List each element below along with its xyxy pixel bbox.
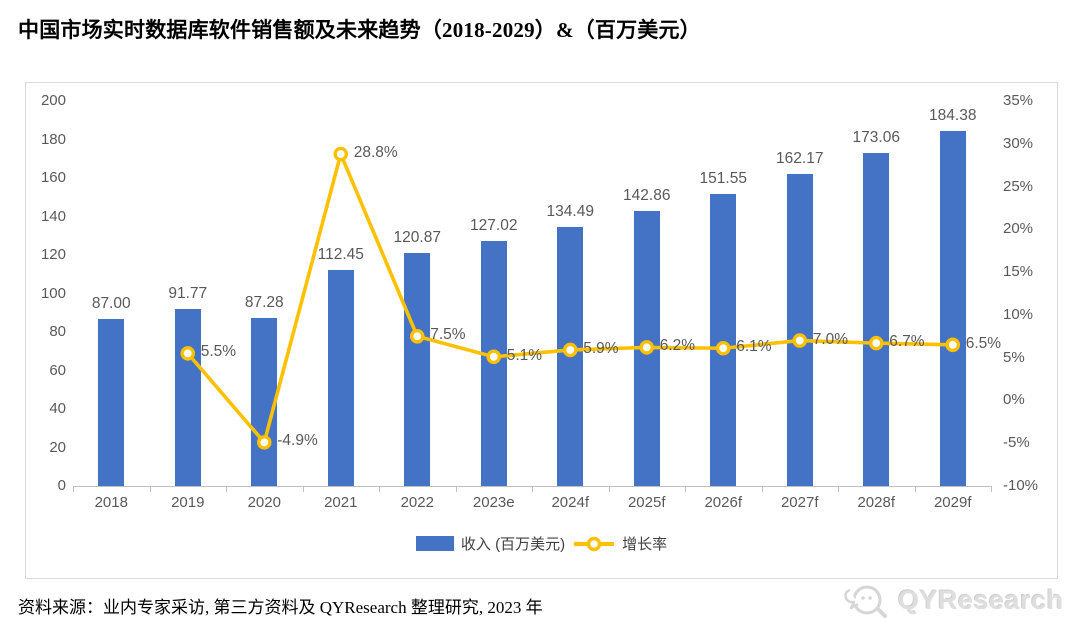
left-axis-tick-label: 200	[40, 92, 66, 109]
bar-value-label: 151.55	[699, 170, 747, 188]
growth-marker	[333, 146, 349, 162]
bar	[557, 227, 584, 486]
x-axis-tickmark	[302, 486, 304, 492]
bar-value-label: 184.38	[929, 107, 977, 125]
bar-value-label: 112.45	[317, 245, 364, 263]
bar-value-label: 87.28	[244, 293, 284, 311]
x-axis-tickmark	[608, 486, 610, 492]
legend-revenue-label: 收入 (百万美元)	[460, 536, 566, 553]
growth-value-label: 6.5%	[965, 334, 1002, 352]
x-axis-tickmark	[455, 486, 457, 492]
bar-value-label: 173.06	[852, 128, 900, 146]
x-axis-tickmark	[379, 486, 380, 492]
x-axis-label: 2027f	[780, 494, 819, 511]
growth-line-swatch-icon	[574, 536, 615, 551]
bar-value-label: 127.02	[470, 217, 518, 235]
bar-value-label: 162.17	[776, 149, 824, 167]
chart-title: 中国市场实时数据库软件销售额及未来趋势（2018-2029）&（百万美元）	[18, 18, 701, 42]
source-note: 资料来源：业内专家采访, 第三方资料及 QYResearch 整理研究, 202…	[18, 598, 543, 617]
bar-value-label: 134.49	[546, 203, 594, 221]
growth-value-label: 28.8%	[353, 144, 398, 162]
x-axis-tickmark	[226, 486, 227, 492]
growth-value-label: 6.2%	[659, 337, 696, 355]
revenue-bar-swatch-icon	[415, 536, 454, 551]
bar	[633, 210, 660, 486]
x-axis-label: 2024f	[551, 494, 590, 511]
x-axis-tickmark	[761, 486, 763, 492]
x-axis-label: 2018	[94, 494, 128, 511]
growth-value-label: 5.9%	[583, 339, 619, 357]
x-axis-tickmark	[914, 486, 916, 492]
bar-value-label: 91.77	[168, 285, 208, 303]
left-axis-tick-label: 20	[49, 438, 66, 456]
left-axis-tick-label: 120	[40, 246, 66, 263]
left-axis-tick-label: 80	[49, 323, 66, 340]
chart-area: 0 20 40 60 80 100 120 140 160 180 200 -10% -5% 0% 5% 10…	[25, 82, 1058, 579]
chart-legend: 收入 (百万美元) 增长率	[26, 533, 1057, 554]
bar	[251, 317, 278, 486]
x-axis-label: 2022	[400, 494, 434, 511]
left-axis-tick-label: 180	[40, 130, 66, 148]
bar-value-label: 120.87	[393, 229, 441, 247]
x-axis-label: 2019	[171, 494, 205, 511]
x-axis-tickmark	[73, 486, 74, 492]
growth-value-label: 7.0%	[812, 330, 849, 348]
bar	[174, 309, 201, 486]
left-axis-tick-label: 60	[49, 361, 66, 379]
left-axis-tick-label: 40	[49, 400, 66, 417]
growth-value-label: 6.7%	[889, 333, 925, 351]
watermark-text: QYResearch	[898, 584, 1064, 615]
bar	[863, 152, 890, 486]
left-axis-tick-label: 160	[40, 169, 66, 186]
x-axis-label: 2029f	[933, 494, 972, 511]
right-axis-tick-label: 20%	[1003, 220, 1034, 238]
left-axis-tick-label: 0	[57, 477, 66, 494]
right-axis-tick-label: -5%	[1003, 434, 1030, 452]
legend-growth-label: 增长率	[622, 536, 668, 553]
growth-value-label: 5.1%	[506, 346, 543, 364]
x-axis-label: 2023e	[472, 494, 515, 511]
left-axis-tick-label: 100	[40, 284, 66, 302]
x-axis-label: 2026f	[704, 494, 743, 511]
qyresearch-logo-icon	[844, 585, 887, 618]
bar	[480, 241, 507, 486]
growth-value-label: 7.5%	[430, 326, 466, 344]
right-axis-tick-label: 15%	[1003, 263, 1034, 281]
qyresearch-watermark: QYResearch	[840, 578, 1070, 622]
growth-value-label: 5.5%	[200, 343, 237, 361]
bar	[710, 194, 737, 486]
x-axis-label: 2021	[324, 494, 358, 511]
right-axis-tick-label: -10%	[1003, 477, 1039, 494]
x-axis-label: 2020	[247, 494, 281, 511]
x-axis-tickmark	[532, 486, 533, 492]
x-axis-tickmark	[149, 486, 151, 492]
bar	[939, 131, 966, 486]
right-axis-tick-label: 30%	[1003, 134, 1034, 152]
x-axis-tickmark	[838, 486, 839, 492]
growth-value-label: -4.9%	[277, 432, 318, 450]
left-axis-tick-label: 140	[40, 207, 66, 225]
right-axis-tick-label: 5%	[1003, 348, 1025, 366]
x-axis-tickmark	[685, 486, 686, 492]
legend-item-growth: 增长率	[573, 533, 667, 554]
bar-value-label: 87.00	[91, 294, 131, 312]
bar-value-label: 142.86	[623, 186, 671, 204]
plot-canvas: 0 20 40 60 80 100 120 140 160 180 200 -10% -5% 0% 5% 10…	[26, 83, 1057, 578]
x-axis-label: 2025f	[627, 494, 666, 511]
bar	[786, 173, 813, 486]
right-axis-tick-label: 0%	[1003, 391, 1025, 409]
x-axis-label: 2028f	[857, 494, 896, 511]
legend-item-revenue: 收入 (百万美元)	[415, 533, 566, 554]
right-axis-tick-label: 35%	[1003, 92, 1034, 109]
right-axis-tick-label: 10%	[1003, 305, 1034, 323]
right-axis-tick-label: 25%	[1003, 177, 1034, 195]
x-axis-tickmark	[991, 486, 992, 492]
bar	[98, 318, 125, 486]
bar	[327, 269, 354, 486]
growth-value-label: 6.1%	[736, 338, 772, 356]
bar	[404, 253, 431, 486]
